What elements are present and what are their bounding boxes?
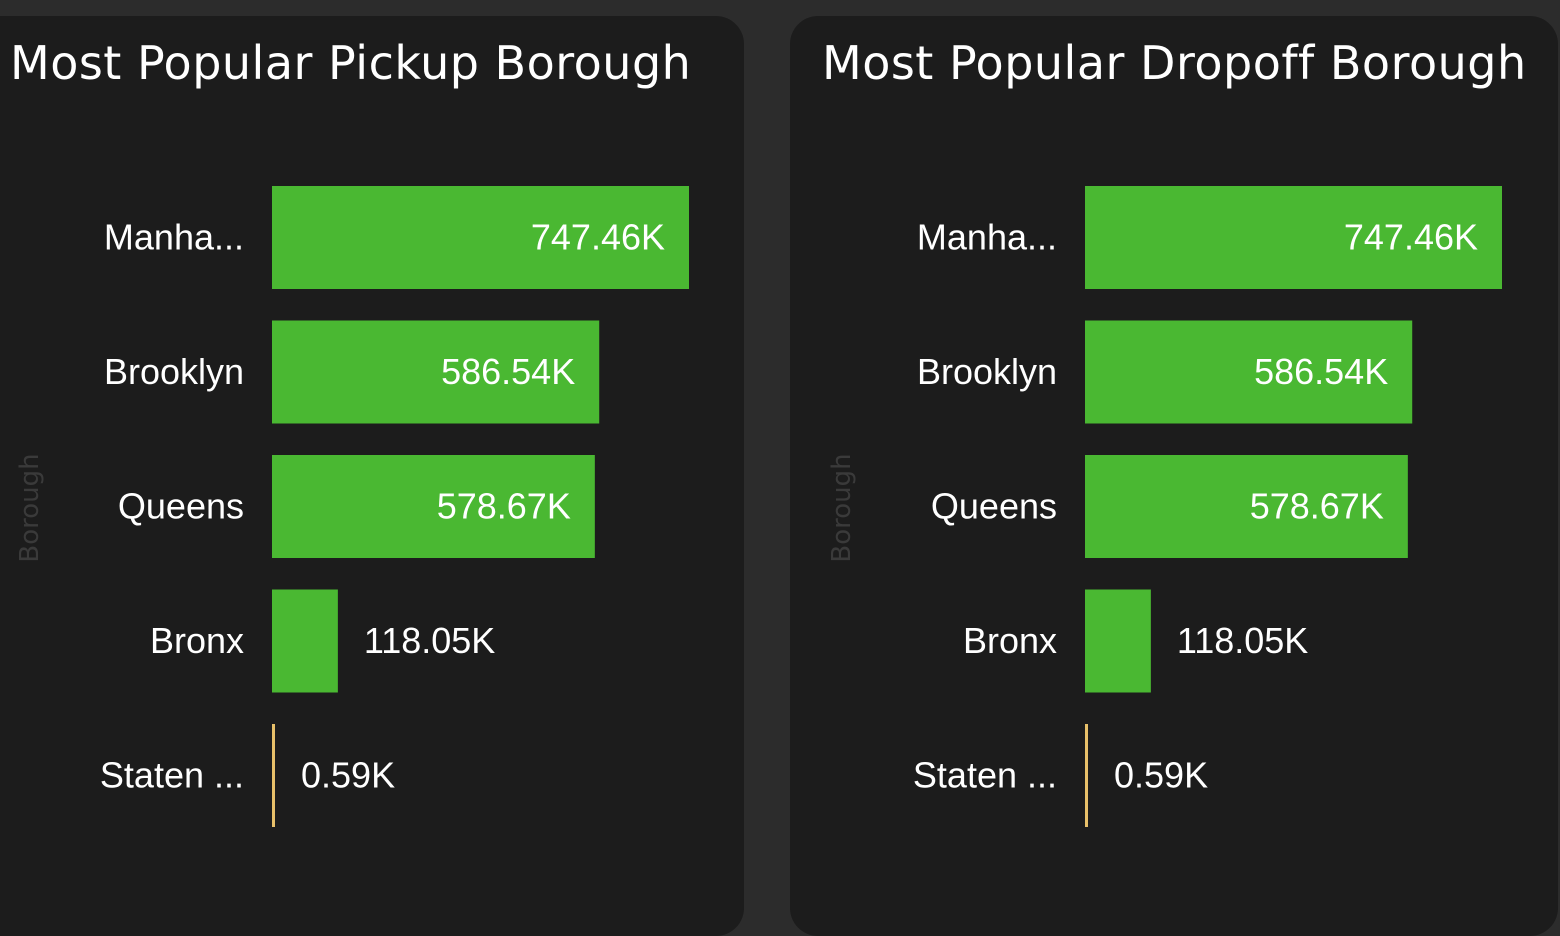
y-axis-title: Borough (15, 453, 45, 562)
category-label: Brooklyn (104, 351, 244, 392)
dropoff-borough-card: Most Popular Dropoff Borough Borough Manh… (790, 16, 1558, 936)
data-label: 578.67K (1250, 486, 1384, 527)
data-label: 0.59K (1114, 755, 1208, 796)
data-label: 586.54K (1254, 351, 1388, 392)
category-label: Bronx (150, 620, 244, 661)
bar (1085, 589, 1151, 693)
pickup-bar-chart: Borough Manha... 747.46K Brooklyn 586.54K Que… (15, 186, 689, 827)
bar (272, 320, 600, 424)
dropoff-bar-chart: Borough Manha... 747.46K Brooklyn 586.54K Que… (827, 186, 1502, 827)
category-label: Staten ... (913, 755, 1057, 796)
bar (1085, 455, 1408, 558)
pickup-borough-card: Most Popular Pickup Borough Borough Manha… (0, 16, 744, 936)
bar (1085, 186, 1502, 289)
data-label: 118.05K (1177, 620, 1308, 661)
y-axis-title: Borough (827, 453, 857, 562)
bar (272, 589, 338, 693)
bar (272, 724, 275, 827)
bar (272, 186, 689, 289)
bar (1085, 320, 1413, 424)
category-label: Manha... (104, 217, 244, 258)
chart-title: Most Popular Dropoff Borough (822, 36, 1527, 90)
data-label: 0.59K (301, 755, 395, 796)
bar (272, 455, 595, 558)
category-label: Manha... (917, 217, 1057, 258)
data-label: 586.54K (441, 351, 575, 392)
bar (1085, 724, 1088, 827)
category-label: Bronx (963, 620, 1057, 661)
category-label: Queens (118, 486, 244, 527)
data-label: 578.67K (437, 486, 571, 527)
data-label: 118.05K (364, 620, 495, 661)
category-label: Brooklyn (917, 351, 1057, 392)
data-label: 747.46K (531, 217, 665, 258)
chart-title: Most Popular Pickup Borough (10, 36, 692, 90)
category-label: Staten ... (100, 755, 244, 796)
category-label: Queens (931, 486, 1057, 527)
data-label: 747.46K (1344, 217, 1478, 258)
